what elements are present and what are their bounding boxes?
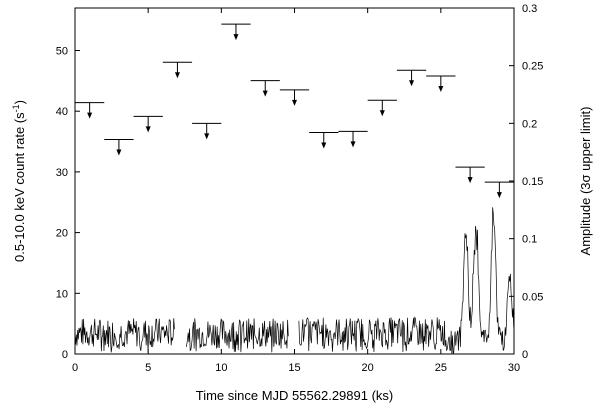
left-y-axis-label-main: 0.5-10.0 keV count rate (s <box>12 112 27 262</box>
plot-frame <box>74 7 515 355</box>
upper-limit-marker <box>75 102 105 119</box>
upper-limit-arrow-head <box>379 110 385 117</box>
light-curve-segment <box>185 318 289 353</box>
light-curve-segment <box>298 316 446 352</box>
light-curve-segment <box>444 207 515 355</box>
x-axis-label: Time since MJD 55562.29891 (ks) <box>196 388 394 403</box>
upper-limit-arrow-head <box>233 34 239 41</box>
plot-content <box>74 23 515 355</box>
x-axis: 0 5 10 15 20 25 30 <box>72 8 520 374</box>
left-y-tick-label: 0 <box>62 349 68 361</box>
right-y-tick-label: 0.05 <box>522 291 543 303</box>
x-tick-label: 0 <box>72 362 78 374</box>
x-tick-label: 30 <box>508 362 520 374</box>
upper-limit-arrow-head <box>350 141 356 148</box>
x-tick-label: 15 <box>288 362 300 374</box>
upper-limit-arrow-head <box>116 149 122 156</box>
left-y-tick-label: 40 <box>56 106 68 118</box>
upper-limit-arrow-head <box>321 142 327 149</box>
upper-limit-arrow-head <box>409 80 415 87</box>
x-tick-label: 5 <box>145 362 151 374</box>
light-curve-segment <box>74 318 175 353</box>
upper-limit-arrow-head <box>262 90 268 97</box>
upper-limit-arrow-head <box>467 177 473 184</box>
upper-limit-marker <box>338 130 368 148</box>
upper-limit-arrow-head <box>145 126 151 133</box>
left-y-axis-label: 0.5-10.0 keV count rate (s-1) <box>11 100 27 262</box>
x-tick-label: 20 <box>362 362 374 374</box>
upper-limit-marker <box>133 115 163 133</box>
upper-limit-marker <box>162 61 193 79</box>
upper-limit-marker <box>426 75 456 93</box>
upper-limit-arrow-head <box>292 99 297 106</box>
x-tick-label: 10 <box>215 362 227 374</box>
left-y-tick-label: 10 <box>56 288 68 300</box>
upper-limit-marker <box>367 99 397 117</box>
upper-limit-arrow-head <box>204 133 210 140</box>
right-y-tick-label: 0.25 <box>522 61 543 73</box>
upper-limit-arrow-head <box>174 72 180 79</box>
upper-limit-marker <box>396 69 427 87</box>
left-y-tick-label: 50 <box>56 45 68 57</box>
upper-limit-arrow-head <box>438 86 444 93</box>
left-y-axis: 0 10 20 30 40 50 <box>56 45 80 361</box>
upper-limit-marker <box>104 138 134 156</box>
right-y-axis-label: Amplitude (3σ upper limit) <box>578 107 593 256</box>
upper-limit-marker <box>279 89 310 106</box>
upper-limit-marker <box>484 181 514 199</box>
right-y-tick-label: 0 <box>522 349 528 361</box>
upper-limit-marker <box>455 166 485 184</box>
right-y-tick-label: 0.15 <box>522 176 543 188</box>
upper-limit-arrow-head <box>496 192 502 199</box>
right-y-tick-label: 0.1 <box>522 234 537 246</box>
right-y-tick-label: 0.3 <box>522 3 537 15</box>
right-y-axis: 0 0.05 0.1 0.15 0.2 0.25 0.3 <box>509 3 543 361</box>
upper-limit-marker <box>192 122 222 140</box>
x-tick-label: 25 <box>435 362 447 374</box>
upper-limit-marker <box>221 23 251 41</box>
left-y-axis-label-sup: -1 <box>11 104 21 112</box>
left-y-tick-label: 30 <box>56 167 68 179</box>
right-y-tick-label: 0.2 <box>522 118 537 130</box>
upper-limit-marker <box>250 80 280 97</box>
upper-limit-marker <box>309 132 339 149</box>
upper-limit-arrow-head <box>87 112 93 119</box>
left-y-axis-label-close: ) <box>12 100 27 104</box>
left-y-tick-label: 20 <box>56 228 68 240</box>
